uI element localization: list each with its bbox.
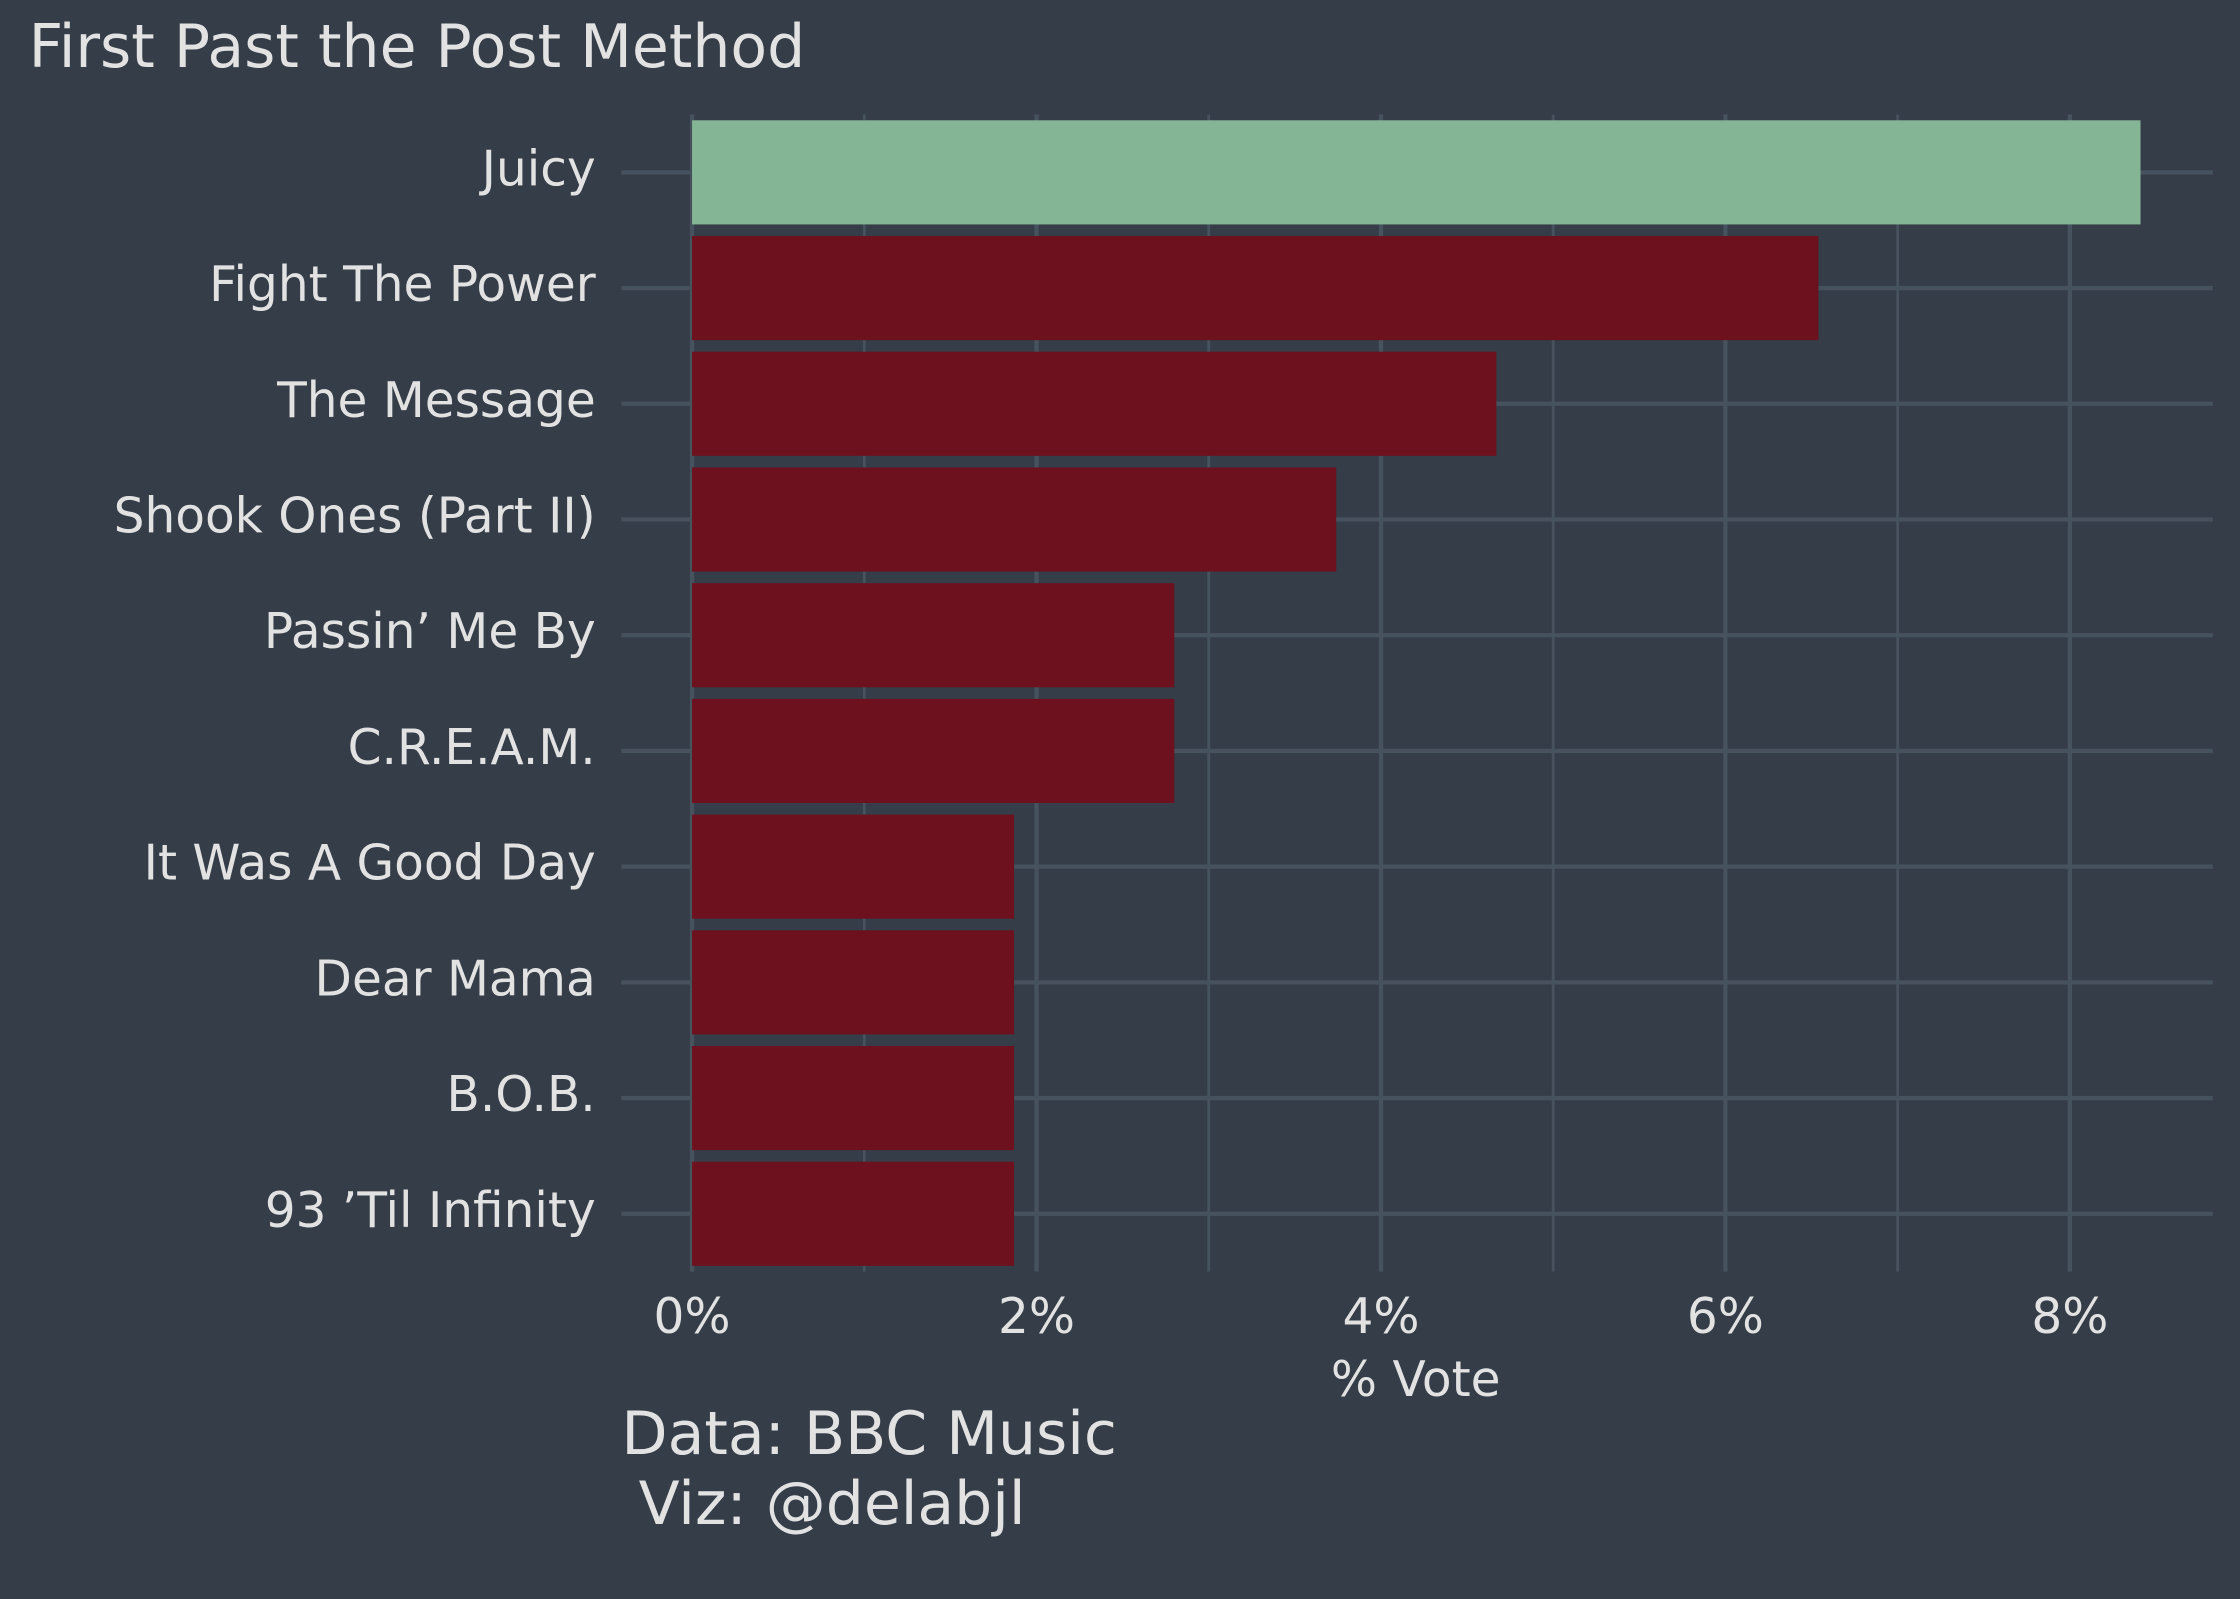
y-tick-label: Juicy <box>479 141 596 197</box>
y-tick-label: Shook Ones (Part II) <box>114 488 596 544</box>
y-tick-label: 93 ’Til Infinity <box>265 1183 596 1239</box>
bar <box>692 930 1015 1035</box>
y-tick-label: B.O.B. <box>447 1067 596 1123</box>
y-tick-label: It Was A Good Day <box>144 836 596 892</box>
bar <box>692 236 1819 341</box>
bar <box>692 120 2141 225</box>
y-tick-label: Passin’ Me By <box>264 604 596 660</box>
bar <box>692 1046 1015 1151</box>
x-axis-label: % Vote <box>1331 1352 1501 1408</box>
bar <box>692 351 1497 456</box>
y-tick-label: Dear Mama <box>315 951 596 1007</box>
caption: Viz: @delabjl <box>639 1469 1026 1539</box>
y-tick-label: C.R.E.A.M. <box>348 720 596 776</box>
x-tick-label: 0% <box>654 1289 731 1345</box>
y-tick-label: The Message <box>276 373 596 429</box>
x-tick-label: 6% <box>1687 1289 1764 1345</box>
caption: Data: BBC Music <box>621 1399 1117 1469</box>
bar <box>692 698 1175 803</box>
bar <box>692 814 1015 919</box>
x-tick-label: 8% <box>2031 1289 2108 1345</box>
bar <box>692 467 1337 572</box>
x-tick-label: 4% <box>1342 1289 1419 1345</box>
bar <box>692 583 1175 688</box>
y-tick-label: Fight The Power <box>209 257 596 313</box>
x-tick-label: 2% <box>998 1289 1075 1345</box>
chart-title: First Past the Post Method <box>29 12 806 82</box>
bar <box>692 1161 1015 1266</box>
